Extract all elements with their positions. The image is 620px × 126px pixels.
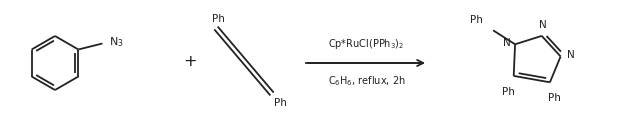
Text: N: N	[567, 51, 574, 60]
Text: +: +	[184, 54, 197, 69]
Text: N$_3$: N$_3$	[109, 36, 124, 49]
Text: N: N	[539, 20, 547, 30]
Text: Ph: Ph	[549, 93, 561, 103]
Text: Ph: Ph	[470, 15, 483, 25]
Text: Ph: Ph	[502, 87, 515, 97]
Text: Ph: Ph	[212, 14, 225, 24]
Text: Ph: Ph	[274, 98, 287, 108]
Text: N: N	[503, 38, 511, 48]
Text: C$_6$H$_6$, reflux, 2h: C$_6$H$_6$, reflux, 2h	[327, 74, 405, 88]
Text: Cp*RuCl(PPh$_3$)$_2$: Cp*RuCl(PPh$_3$)$_2$	[329, 37, 405, 51]
